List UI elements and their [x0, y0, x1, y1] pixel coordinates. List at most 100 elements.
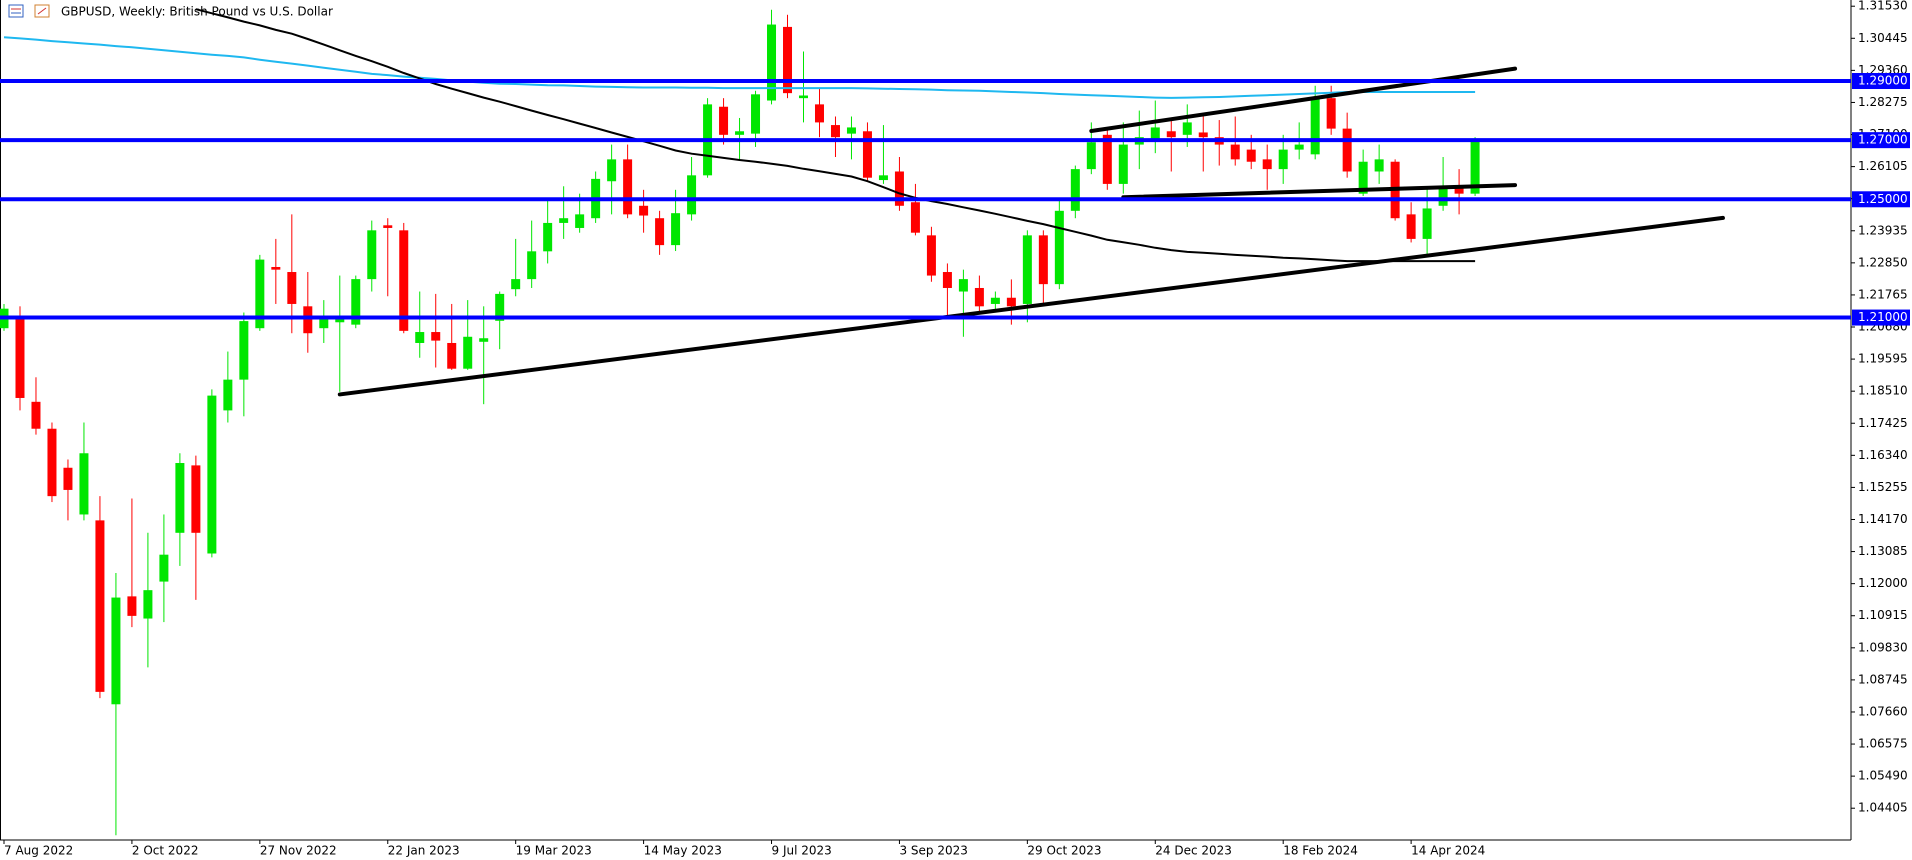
candle-body: [31, 401, 41, 429]
candle-body: [1102, 134, 1112, 184]
candle-body: [79, 453, 89, 515]
price-tick-label: 1.26105: [1858, 159, 1908, 173]
candle-body: [1294, 144, 1304, 150]
time-tick-label: 9 Jul 2023: [772, 844, 832, 858]
price-tick-label: 1.12000: [1858, 576, 1908, 590]
candle-body: [783, 26, 793, 94]
candle-body: [1262, 159, 1272, 170]
candle-body: [159, 554, 169, 582]
candle-body: [207, 395, 217, 554]
price-tick-label: 1.15255: [1858, 480, 1908, 494]
price-tick-label: 1.09830: [1858, 640, 1908, 654]
candle-body: [111, 597, 121, 705]
candle-body: [1150, 127, 1160, 142]
moving-average-line: [195, 8, 1476, 263]
candle-body: [463, 336, 473, 369]
level-price-box: [1852, 73, 1910, 90]
icon-list[interactable]: [8, 4, 24, 18]
candle-body: [751, 94, 761, 134]
price-tick-label: 1.18510: [1858, 384, 1908, 398]
candle-body: [559, 218, 569, 223]
candle-body: [351, 279, 361, 325]
candle-body: [671, 213, 681, 246]
price-tick-label: 1.19595: [1858, 352, 1908, 366]
candle-body: [367, 230, 377, 280]
candle-body: [910, 202, 920, 233]
price-tick-label: 1.23935: [1858, 223, 1908, 237]
candle-body: [47, 428, 57, 497]
candle-body: [271, 266, 281, 270]
candle-body: [319, 318, 329, 329]
candle-body: [719, 106, 729, 135]
candle-body: [383, 225, 393, 228]
candle-body: [175, 463, 185, 533]
candle-body: [767, 24, 777, 101]
price-tick-label: 1.16340: [1858, 448, 1908, 462]
candle-body: [830, 125, 840, 138]
candle-body: [1422, 208, 1432, 239]
level-price-label: 1.25000: [1858, 192, 1908, 206]
candle-body: [1166, 131, 1176, 138]
candle-body: [63, 467, 73, 490]
price-tick-label: 1.08745: [1858, 672, 1908, 686]
candle-body: [1198, 132, 1208, 138]
candle-body: [687, 175, 697, 215]
candle-body: [1054, 210, 1064, 285]
candle-body: [958, 279, 968, 292]
icon-line: [37, 7, 47, 15]
candle-body: [1182, 122, 1192, 135]
price-tick-label: 1.21765: [1858, 287, 1908, 301]
price-tick-label: 1.17425: [1858, 416, 1908, 430]
candle-body: [1326, 98, 1336, 129]
chart-title: GBPUSD, Weekly: British Pound vs U.S. Do…: [61, 5, 333, 19]
price-tick-label: 1.07660: [1858, 704, 1908, 718]
candle-body: [974, 287, 984, 307]
candle-body: [814, 104, 824, 123]
candle-body: [1342, 128, 1352, 172]
candle-body: [846, 127, 856, 134]
candle-body: [1374, 159, 1384, 172]
candle-body: [878, 175, 888, 181]
candle-body: [495, 293, 505, 321]
candle-body: [415, 332, 425, 343]
candle-body: [942, 272, 952, 288]
time-tick-label: 29 Oct 2023: [1027, 844, 1101, 858]
candle-body: [543, 222, 553, 252]
candle-body: [799, 95, 808, 99]
trend-line: [1089, 66, 1518, 133]
level-price-box: [1852, 191, 1910, 208]
candle-body: [862, 131, 872, 178]
candle-body: [335, 318, 345, 323]
price-tick-label: 1.31530: [1858, 0, 1908, 13]
time-tick-label: 27 Nov 2022: [260, 844, 337, 858]
moving-average-line: [3, 36, 1476, 99]
candle-body: [191, 465, 201, 533]
candle-body: [1086, 142, 1096, 170]
candle-body: [1438, 186, 1448, 206]
chart-icons: [8, 4, 50, 18]
candle-body: [639, 205, 649, 216]
price-tick-label: 1.04405: [1858, 801, 1908, 815]
candle-body: [303, 306, 313, 334]
price-tick-label: 1.22850: [1858, 255, 1908, 269]
candle-body: [1118, 144, 1128, 184]
price-tick-label: 1.06575: [1858, 737, 1908, 751]
price-tick-label: 1.05490: [1858, 769, 1908, 783]
trend-line: [337, 215, 1725, 397]
candle-body: [1246, 149, 1256, 162]
candle-body: [15, 318, 25, 398]
price-tick-label: 1.14170: [1858, 512, 1908, 526]
candle-body: [735, 131, 745, 135]
candle-body: [527, 251, 537, 280]
candle-body: [1310, 98, 1320, 155]
price-tick-label: 1.30445: [1858, 31, 1908, 45]
candle-body: [239, 321, 249, 380]
level-price-label: 1.27000: [1858, 133, 1908, 147]
time-tick-label: 7 Aug 2022: [4, 844, 73, 858]
candle-body: [1470, 141, 1480, 194]
candle-body: [575, 214, 585, 228]
candle-body: [287, 272, 297, 304]
candle-body: [1006, 297, 1016, 307]
